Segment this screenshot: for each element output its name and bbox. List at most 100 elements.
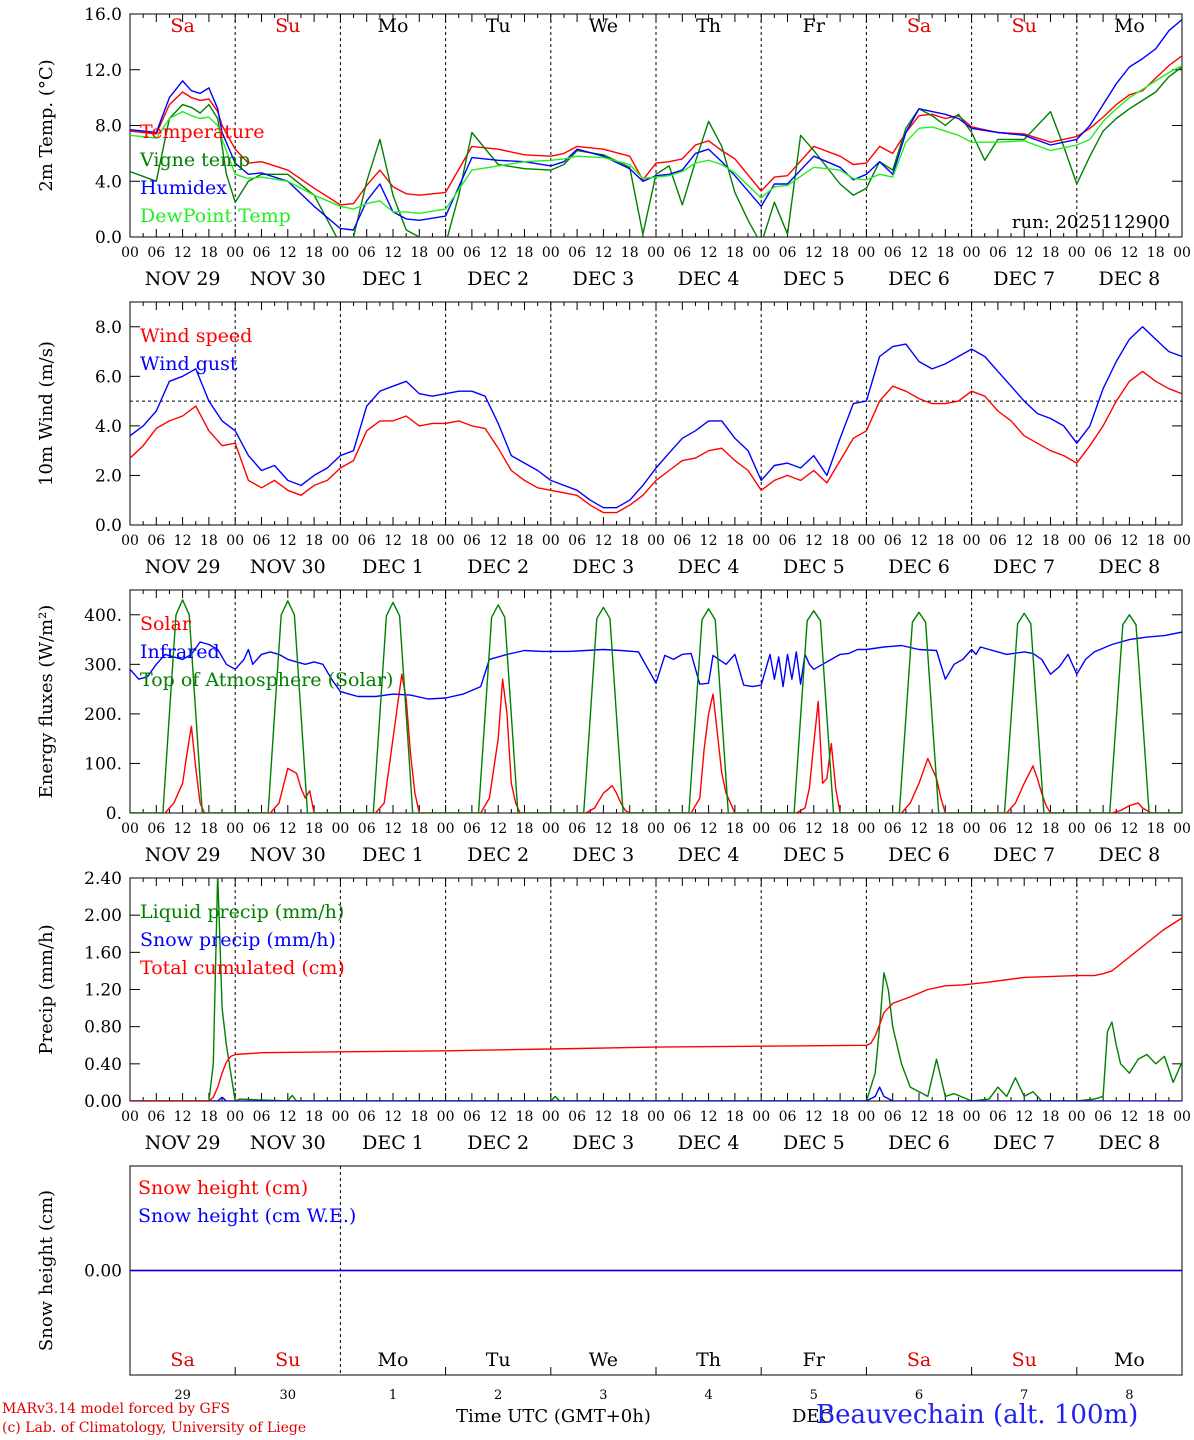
day-name-label: Th xyxy=(696,1349,721,1371)
date-label: DEC 6 xyxy=(888,268,950,290)
hour-tick-label: 00 xyxy=(437,821,455,837)
y-tick-label: 200. xyxy=(84,705,122,725)
hour-tick-label: 12 xyxy=(279,245,297,261)
date-label: DEC 5 xyxy=(783,556,845,578)
date-label: DEC 5 xyxy=(783,844,845,866)
hour-tick-label: 06 xyxy=(463,245,481,261)
y-tick-label: 8.0 xyxy=(95,117,122,137)
hour-tick-label: 00 xyxy=(121,1109,139,1125)
hour-tick-label: 12 xyxy=(594,245,612,261)
hour-tick-label: 06 xyxy=(568,533,586,549)
hour-tick-label: 06 xyxy=(253,821,271,837)
date-label: NOV 30 xyxy=(250,1132,326,1154)
hour-tick-label: 12 xyxy=(805,245,823,261)
hour-tick-label: 06 xyxy=(147,1109,165,1125)
date-label: DEC 2 xyxy=(467,844,529,866)
date-label: DEC 3 xyxy=(573,268,635,290)
series-group xyxy=(130,599,1182,813)
hour-tick-label: 18 xyxy=(516,533,534,549)
hour-tick-label: 00 xyxy=(437,533,455,549)
hour-tick-label: 18 xyxy=(726,821,744,837)
hour-tick-label: 06 xyxy=(253,245,271,261)
hour-tick-label: 00 xyxy=(963,245,981,261)
date-label: DEC 8 xyxy=(1099,844,1161,866)
hour-tick-label: 18 xyxy=(621,245,639,261)
hour-tick-label: 12 xyxy=(700,821,718,837)
legend-entry: Total cumulated (cm) xyxy=(140,957,345,979)
y-tick-label: 0.00 xyxy=(84,1262,122,1282)
hour-tick-label: 18 xyxy=(516,821,534,837)
date-label: DEC 5 xyxy=(783,268,845,290)
y-tick-label: 12.0 xyxy=(84,61,122,81)
hour-tick-label: 18 xyxy=(1147,1109,1165,1125)
hour-tick-label: 06 xyxy=(147,533,165,549)
hour-tick-label: 00 xyxy=(121,533,139,549)
y-axis-title: Precip (mm/h) xyxy=(36,924,57,1054)
date-label: DEC 3 xyxy=(573,556,635,578)
hour-tick-label: 12 xyxy=(594,821,612,837)
date-label: NOV 29 xyxy=(145,556,221,578)
y-axis-title: 2m Temp. (°C) xyxy=(36,59,57,191)
hour-tick-label: 06 xyxy=(673,821,691,837)
hour-tick-label: 00 xyxy=(857,1109,875,1125)
hour-tick-label: 00 xyxy=(1173,1109,1191,1125)
day-name-label: Tu xyxy=(486,1349,511,1371)
hour-tick-label: 12 xyxy=(910,1109,928,1125)
hour-tick-label: 00 xyxy=(121,245,139,261)
y-tick-label: 2.00 xyxy=(84,906,122,926)
y-axis-title: Snow height (cm) xyxy=(36,1190,57,1351)
y-tick-label: 16.0 xyxy=(84,5,122,25)
model-credit: MARv3.14 model forced by GFS xyxy=(2,1401,231,1417)
hour-tick-label: 12 xyxy=(384,821,402,837)
series-line-solar xyxy=(130,673,1182,813)
hour-tick-label: 06 xyxy=(463,1109,481,1125)
day-name-label: Sa xyxy=(907,15,931,37)
hour-tick-label: 12 xyxy=(489,245,507,261)
hour-tick-label: 12 xyxy=(489,1109,507,1125)
date-label: DEC 8 xyxy=(1099,556,1161,578)
y-tick-label: 300. xyxy=(84,655,122,675)
hour-tick-label: 18 xyxy=(831,1109,849,1125)
date-label: DEC 1 xyxy=(362,556,424,578)
date-label: NOV 30 xyxy=(250,556,326,578)
legend-entry: Top of Atmosphere (Solar) xyxy=(140,669,393,691)
hour-tick-label: 06 xyxy=(1094,245,1112,261)
hour-tick-label: 06 xyxy=(253,1109,271,1125)
day-name-label: Sa xyxy=(170,15,194,37)
y-axis-title: 10m Wind (m/s) xyxy=(36,341,57,486)
y-tick-label: 8.0 xyxy=(95,318,122,338)
day-name-label: Fr xyxy=(803,1349,826,1371)
day-name-label: Mo xyxy=(1114,1349,1145,1371)
hour-tick-label: 18 xyxy=(621,821,639,837)
y-axis-title: Energy fluxes (W/m²) xyxy=(36,605,57,799)
hour-tick-label: 00 xyxy=(542,1109,560,1125)
hour-tick-label: 18 xyxy=(936,245,954,261)
hour-tick-label: 06 xyxy=(253,533,271,549)
hour-tick-label: 00 xyxy=(1173,821,1191,837)
date-label: NOV 30 xyxy=(250,844,326,866)
hour-tick-label: 12 xyxy=(805,533,823,549)
hour-tick-label: 00 xyxy=(1068,245,1086,261)
hour-tick-label: 18 xyxy=(1042,533,1060,549)
hour-tick-label: 00 xyxy=(226,821,244,837)
date-label: DEC 4 xyxy=(678,844,740,866)
hour-tick-label: 06 xyxy=(568,245,586,261)
hour-tick-label: 18 xyxy=(516,245,534,261)
hour-tick-label: 12 xyxy=(1015,245,1033,261)
hour-tick-label: 06 xyxy=(1094,821,1112,837)
hour-tick-label: 06 xyxy=(884,245,902,261)
hour-tick-label: 00 xyxy=(542,821,560,837)
hour-tick-label: 12 xyxy=(594,1109,612,1125)
legend-entry: Wind gust xyxy=(140,353,238,375)
date-label: DEC 7 xyxy=(993,1132,1055,1154)
date-label: DEC 8 xyxy=(1099,268,1161,290)
legend-entry: Snow height (cm W.E.) xyxy=(138,1205,356,1227)
date-label: DEC 4 xyxy=(678,268,740,290)
day-number-label: 8 xyxy=(1125,1388,1133,1403)
hour-tick-label: 06 xyxy=(779,1109,797,1125)
day-name-label: Th xyxy=(696,15,721,37)
y-tick-label: 0.0 xyxy=(95,516,122,536)
day-name-label: Fr xyxy=(803,15,826,37)
hour-tick-label: 00 xyxy=(226,533,244,549)
date-label: DEC 1 xyxy=(362,844,424,866)
